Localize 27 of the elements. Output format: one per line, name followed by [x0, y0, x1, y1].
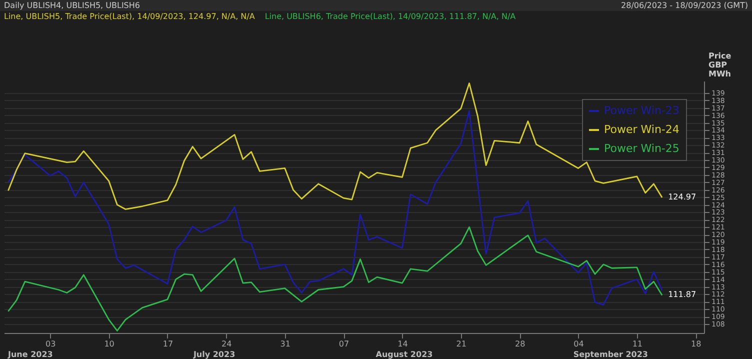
x-tick-label: 21: [456, 340, 466, 348]
legend-label: Power Win-24: [604, 123, 680, 136]
line-series: [7, 226, 663, 332]
x-tick-label: 04: [574, 340, 584, 348]
x-tick-label: 11: [632, 340, 643, 348]
x-tick-label: 18: [691, 340, 702, 348]
x-tick-label: 03: [46, 340, 56, 348]
chart-subtitle: 28/06/2023 - 18/09/2023 (GMT): [621, 1, 748, 10]
x-tick-label: 10: [104, 340, 114, 348]
y-axis-title: Price GBP MWh: [708, 52, 732, 78]
text: July 2023: [193, 350, 236, 359]
x-tick-label: 31: [280, 340, 290, 348]
text: June 2023: [8, 350, 53, 359]
x-tick-label: 28: [514, 340, 526, 348]
text: August 2023: [376, 350, 433, 359]
text: Line, UBLISH5, Trade Price(Last), 14/09/2023, 124.97, N/A, N/A: [4, 12, 255, 21]
legend-label: Power Win-23: [604, 104, 680, 117]
annotation: 111.87: [668, 290, 696, 300]
x-tick-label: 07: [338, 340, 350, 348]
chart-title: Daily UBLISH4, UBLISH5, UBLISH6: [4, 1, 140, 10]
annotation: 124.97: [668, 192, 696, 202]
text: September 2023: [573, 350, 648, 359]
x-tick-label: 17: [162, 340, 174, 348]
text: Line, UBLISH6, Trade Price(Last), 14/09/2023, 111.87, N/A, N/A: [264, 12, 516, 21]
x-tick-label: 14: [398, 340, 408, 348]
legend-label: Power Win-25: [604, 142, 680, 155]
x-tick-label: 24: [222, 340, 232, 348]
